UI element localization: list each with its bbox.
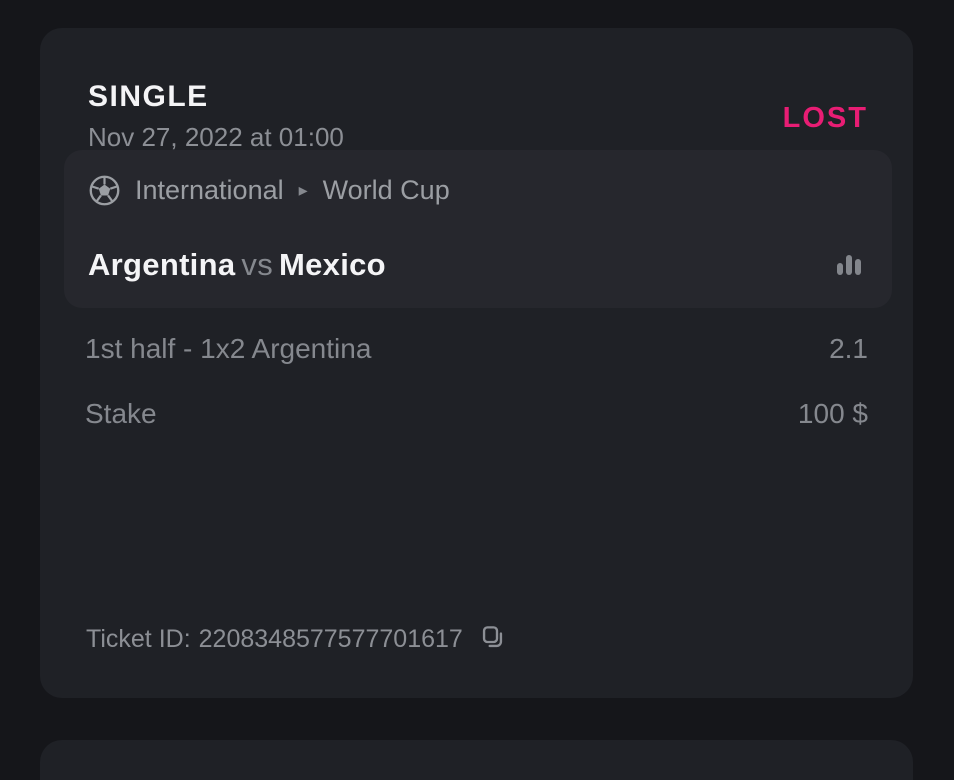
away-team: Mexico bbox=[279, 246, 386, 282]
breadcrumb: International ▸ World Cup bbox=[88, 174, 864, 207]
stake-label: Stake bbox=[85, 398, 157, 429]
copy-icon bbox=[479, 624, 506, 654]
vs-label: vs bbox=[241, 246, 273, 282]
match-title-row: Argentina vs Mexico bbox=[88, 246, 866, 283]
ticket-id-value: 2208348577577701617 bbox=[198, 624, 463, 653]
breadcrumb-tournament: World Cup bbox=[322, 175, 450, 205]
stake-row: Stake 100 $ bbox=[85, 398, 868, 430]
bet-type-label: SINGLE bbox=[88, 80, 209, 113]
bar-chart-icon bbox=[832, 246, 866, 283]
match-title: Argentina vs Mexico bbox=[88, 247, 386, 283]
copy-ticket-id-button[interactable] bbox=[479, 624, 506, 654]
match-stats-button[interactable] bbox=[832, 246, 866, 283]
breadcrumb-category: International bbox=[135, 175, 284, 205]
bet-history-page: SINGLE Nov 27, 2022 at 01:00 LOST bbox=[40, 28, 913, 780]
bet-odds-value: 2.1 bbox=[829, 333, 868, 364]
bet-selection-label: 1st half - 1x2 Argentina bbox=[85, 333, 372, 364]
ticket-id-row: Ticket ID: 2208348577577701617 bbox=[86, 624, 506, 654]
status-badge: LOST bbox=[782, 102, 868, 134]
next-bet-ticket-card[interactable] bbox=[40, 740, 913, 780]
bet-ticket-card: SINGLE Nov 27, 2022 at 01:00 LOST bbox=[40, 28, 913, 698]
home-team: Argentina bbox=[88, 246, 236, 282]
event-datetime: Nov 27, 2022 at 01:00 bbox=[88, 122, 344, 152]
match-card: International ▸ World Cup Argentina vs Mex… bbox=[64, 150, 892, 308]
soccer-ball-icon bbox=[88, 174, 121, 207]
stake-value: 100 $ bbox=[797, 398, 868, 429]
ticket-id-label: Ticket ID: bbox=[86, 624, 191, 653]
bet-selection-row: 1st half - 1x2 Argentina 2.1 bbox=[85, 333, 868, 365]
breadcrumb-separator-icon: ▸ bbox=[298, 180, 308, 200]
